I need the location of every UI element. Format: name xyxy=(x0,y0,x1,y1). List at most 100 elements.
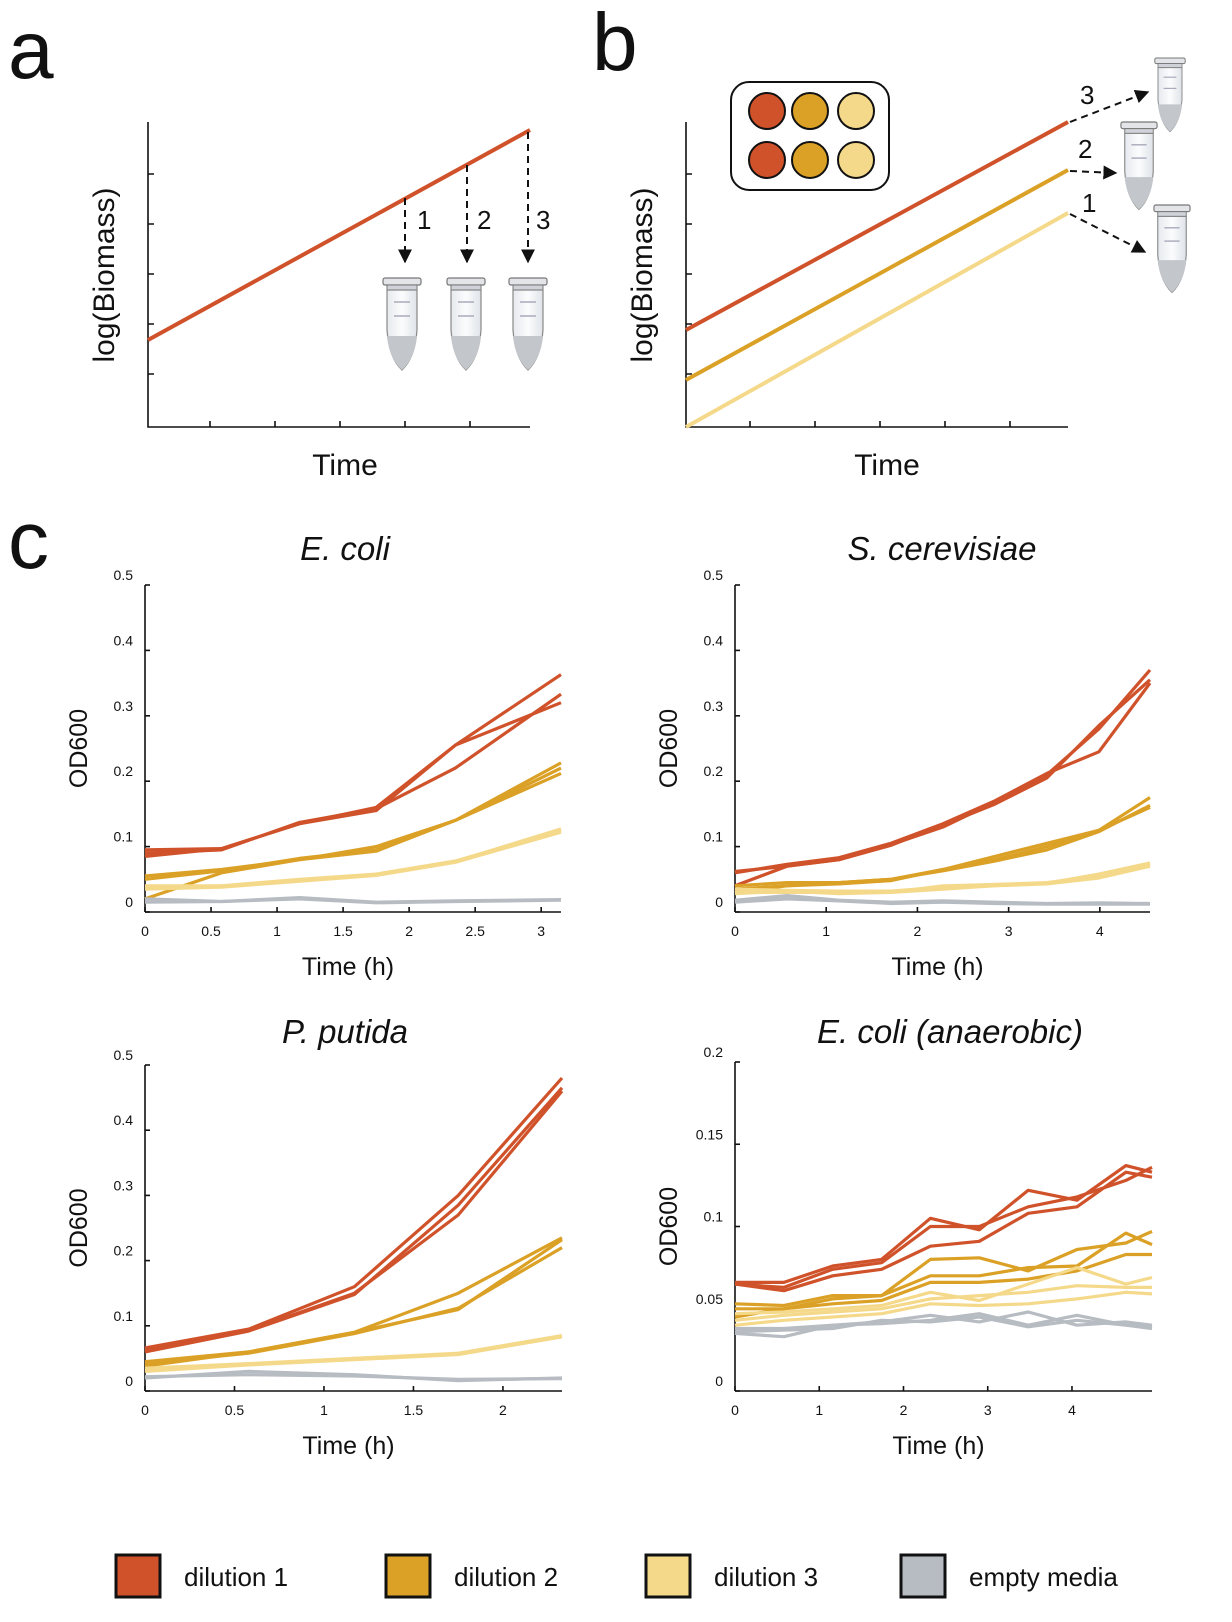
step-label: 2 xyxy=(477,205,491,235)
legend-label: empty media xyxy=(969,1562,1118,1592)
x-tick-label: 2 xyxy=(499,1402,507,1418)
tube-icon xyxy=(1154,57,1186,133)
axis-ticks xyxy=(686,173,1011,427)
data-line xyxy=(734,897,1150,906)
data-line xyxy=(144,1373,563,1381)
y-axis-label: log(Biomass) xyxy=(626,187,659,362)
legend-label: dilution 1 xyxy=(184,1562,288,1592)
data-line xyxy=(734,1229,1153,1308)
y-tick-label: 0.2 xyxy=(704,1044,724,1060)
data-line xyxy=(144,766,562,881)
x-tick-label: 1 xyxy=(822,923,830,939)
panel-b: b log(Biomass) Time 3 2 1 xyxy=(592,0,1191,482)
y-tick-label: 0.5 xyxy=(704,567,724,583)
y-tick-label: 0.5 xyxy=(114,567,134,583)
y-tick-label: 0.4 xyxy=(114,1112,134,1128)
x-tick-label: 0 xyxy=(141,923,149,939)
x-tick-label: 1.5 xyxy=(404,1402,424,1418)
chart-title: E. coli xyxy=(300,530,392,567)
tube-icon xyxy=(1120,121,1158,211)
data-line xyxy=(734,1284,1152,1322)
step-label: 3 xyxy=(1080,80,1094,110)
x-axis-label: Time (h) xyxy=(892,1432,984,1460)
growth-line xyxy=(685,120,1069,332)
x-tick-label: 1.5 xyxy=(333,923,353,939)
chart: S. cerevisiae OD600 Time (h) 0 0.1 0.2 0.3 0.4 0… xyxy=(655,530,1152,981)
legend-swatch xyxy=(114,1553,162,1599)
chart: E. coli OD600 Time (h) 0 0.1 0.2 0.3 0.4 0.5 0 0.5… xyxy=(65,530,562,981)
data-line xyxy=(734,1312,1153,1339)
y-tick-label: 0.05 xyxy=(696,1291,723,1307)
data-line xyxy=(734,1165,1153,1290)
data-line xyxy=(144,1090,564,1352)
y-axis-label: OD600 xyxy=(655,1187,683,1266)
growth-line xyxy=(685,168,1069,382)
y-tick-label: 0.2 xyxy=(114,763,134,779)
data-line xyxy=(734,796,1151,888)
data-line xyxy=(144,1076,564,1350)
y-tick-label: 0.1 xyxy=(114,1308,134,1324)
x-tick-label: 1 xyxy=(320,1402,328,1418)
tube-icon xyxy=(1153,204,1191,294)
y-tick-label: 0.1 xyxy=(704,829,724,845)
panel-a: a log(Biomass) Time 1 2 3 xyxy=(8,5,550,482)
legend-swatch xyxy=(899,1553,947,1599)
step-label: 2 xyxy=(1078,134,1092,164)
data-line xyxy=(734,861,1151,896)
y-tick-label: 0.1 xyxy=(704,1209,724,1225)
y-axis-label: OD600 xyxy=(65,709,93,788)
wells xyxy=(748,92,875,179)
data-line xyxy=(144,761,562,878)
y-tick-label: 0 xyxy=(715,1373,723,1389)
data-line xyxy=(734,678,1152,888)
x-tick-label: 0 xyxy=(731,1402,739,1418)
data-line xyxy=(144,1086,564,1354)
y-tick-label: 0.2 xyxy=(114,1243,134,1259)
data-line xyxy=(144,830,562,891)
chart-title: E. coli (anaerobic) xyxy=(817,1013,1083,1050)
data-line xyxy=(144,1334,563,1372)
data-line xyxy=(144,771,562,901)
x-tick-label: 0 xyxy=(731,923,739,939)
legend-swatch xyxy=(384,1553,432,1599)
chart: E. coli (anaerobic) OD600 Time (h) 0 0.05 0.1… xyxy=(655,1013,1153,1460)
y-tick-label: 0.3 xyxy=(114,1177,134,1193)
y-tick-label: 0.15 xyxy=(696,1126,723,1142)
data-line xyxy=(734,1170,1153,1293)
data-line xyxy=(144,1236,563,1364)
data-line xyxy=(144,673,562,852)
x-tick-label: 2 xyxy=(900,1402,908,1418)
y-tick-label: 0.4 xyxy=(114,632,134,648)
x-tick-label: 0.5 xyxy=(201,923,221,939)
data-line xyxy=(734,682,1152,875)
x-tick-label: 1 xyxy=(815,1402,823,1418)
x-axis-label: Time (h) xyxy=(302,953,394,981)
y-tick-label: 0.4 xyxy=(704,632,724,648)
y-tick-label: 0.2 xyxy=(704,763,724,779)
tube-icon xyxy=(382,277,422,371)
data-line xyxy=(734,1315,1153,1334)
growth-line xyxy=(685,211,1069,429)
y-tick-label: 0.3 xyxy=(704,698,724,714)
x-tick-label: 2.5 xyxy=(465,923,485,939)
y-axis-label: log(Biomass) xyxy=(88,187,121,362)
y-axis-label: OD600 xyxy=(655,709,683,788)
y-axis-label: OD600 xyxy=(65,1188,93,1267)
y-tick-label: 0 xyxy=(715,894,723,910)
step-label: 3 xyxy=(536,205,550,235)
tube-icon xyxy=(508,277,548,371)
x-axis-label: Time xyxy=(312,449,378,482)
data-line xyxy=(144,897,562,905)
arrow xyxy=(1069,89,1150,123)
x-tick-label: 3 xyxy=(984,1402,992,1418)
legend-swatch xyxy=(644,1553,692,1599)
y-tick-label: 0 xyxy=(125,894,133,910)
axis-ticks xyxy=(148,173,471,427)
x-axis-label: Time (h) xyxy=(891,953,983,981)
arrow xyxy=(1069,165,1118,180)
panel-label: c xyxy=(8,495,49,586)
panel-label: b xyxy=(592,0,638,88)
y-tick-label: 0 xyxy=(125,1373,133,1389)
